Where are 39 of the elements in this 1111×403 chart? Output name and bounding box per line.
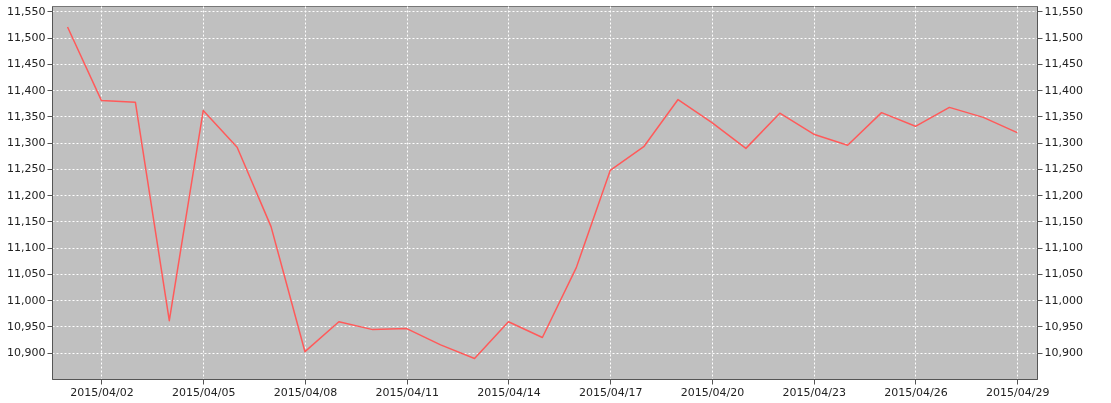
y-tick-label: 11,300 [7, 136, 46, 150]
y2-tick-label: 11,050 [1044, 267, 1083, 281]
y-tick-label: 11,100 [7, 241, 46, 255]
y2-tick-label: 11,150 [1044, 214, 1083, 228]
x-tick-label: 2015/04/20 [680, 385, 745, 399]
y-tick-label: 11,050 [7, 267, 46, 281]
y2-tick-label: 10,900 [1044, 346, 1083, 360]
y-tick-label: 11,350 [7, 109, 46, 123]
y-tick-label: 11,450 [7, 57, 46, 71]
y2-tick-label: 11,200 [1044, 188, 1083, 202]
y-tick-label: 11,500 [7, 31, 46, 45]
x-tick-label: 2015/04/17 [579, 385, 643, 399]
x-tick-label: 2015/04/02 [70, 385, 134, 399]
x-tick-label: 2015/04/14 [477, 385, 541, 399]
y2-tick-label: 11,250 [1044, 162, 1083, 176]
y2-tick-label: 11,300 [1044, 136, 1083, 150]
y-tick-label: 11,150 [7, 214, 46, 228]
y-tick-label: 11,550 [7, 4, 46, 18]
y-tick-label: 11,000 [7, 293, 46, 307]
y2-tick-label: 11,400 [1044, 83, 1083, 97]
y2-tick-label: 10,950 [1044, 319, 1083, 333]
y2-tick-label: 11,450 [1044, 57, 1083, 71]
x-tick-label: 2015/04/26 [884, 385, 948, 399]
y2-tick-label: 11,000 [1044, 293, 1083, 307]
x-tick-label: 2015/04/11 [375, 385, 439, 399]
y2-tick-label: 11,500 [1044, 31, 1083, 45]
x-tick-label: 2015/04/29 [986, 385, 1050, 399]
x-tick-label: 2015/04/23 [782, 385, 846, 399]
y2-tick-label: 11,100 [1044, 241, 1083, 255]
x-tick-label: 2015/04/08 [273, 385, 338, 399]
y-tick-label: 10,900 [7, 346, 46, 360]
y-tick-label: 10,950 [7, 319, 46, 333]
y-tick-label: 11,250 [7, 162, 46, 176]
line-series [66, 26, 1018, 360]
y-tick-label: 11,200 [7, 188, 46, 202]
y-tick-label: 11,400 [7, 83, 46, 97]
y2-tick-label: 11,550 [1044, 4, 1083, 18]
x-tick-label: 2015/04/05 [172, 385, 236, 399]
y2-tick-label: 11,350 [1044, 109, 1083, 123]
